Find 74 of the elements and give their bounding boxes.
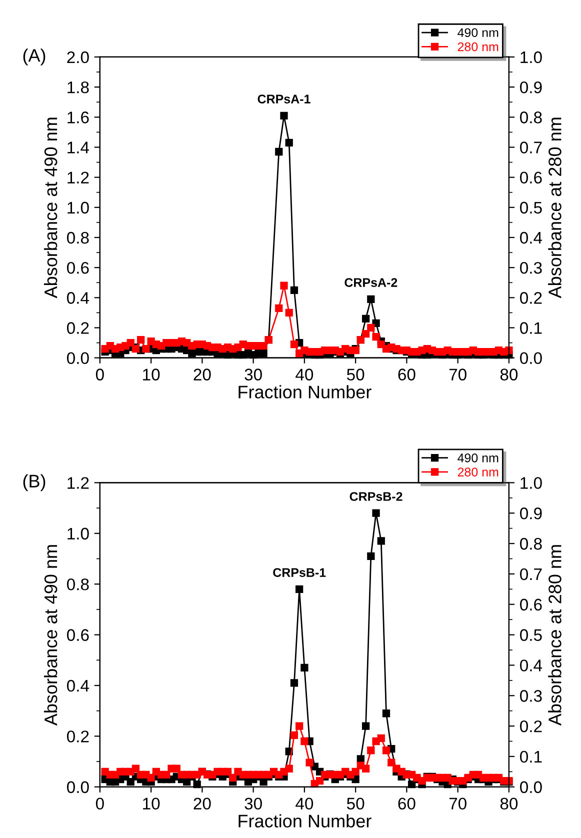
y2-tick-label: 0.3	[520, 262, 542, 274]
y-tick-label: 1.4	[68, 142, 90, 154]
y-tick-label: 1.8	[68, 81, 89, 94]
y2-tick-label: 0.6	[520, 598, 542, 611]
x-tick-label: 50	[346, 798, 364, 810]
y2-tick-label: 0.7	[520, 142, 542, 154]
x-tick-label: 40	[296, 798, 314, 810]
x-tick-label: 70	[449, 798, 466, 810]
y2-tick-label: 0.8	[520, 112, 542, 124]
y2-tick-label: 0.0	[520, 352, 542, 364]
y2-tick-label: 0.8	[520, 538, 542, 550]
y2-tick-label: 0.1	[520, 750, 542, 763]
annotation: CRPsA-2	[344, 278, 398, 287]
y-tick-label: 1.2	[68, 172, 89, 184]
annotation: CRPsB-2	[350, 492, 402, 501]
annotation: CRPsA-1	[258, 94, 310, 104]
y2-tick-label: 0.1	[520, 322, 542, 334]
legend-label: 280 nm	[458, 468, 498, 476]
y-tick-label: 2.0	[67, 51, 89, 64]
x-tick-label: 60	[398, 798, 416, 810]
y2-tick-label: 0.4	[520, 660, 542, 672]
y2-tick-label: 0.5	[520, 629, 542, 641]
y2-tick-label: 0.0	[520, 781, 542, 794]
y-tick-label: 1.6	[68, 112, 89, 124]
y2-tick-label: 0.9	[520, 81, 542, 94]
y2-tick-label: 0.5	[520, 202, 542, 214]
x-tick-label: 80	[500, 368, 518, 380]
x-tick-label: 60	[398, 368, 416, 380]
y-tick-label: 0.6	[67, 262, 89, 274]
y-tick-label: 1.2	[68, 477, 89, 489]
x-tick-label: 0	[96, 798, 104, 810]
text: (A)	[23, 48, 46, 66]
y-tick-label: 0.4	[67, 292, 90, 304]
y2-tick-label: 1.0	[520, 51, 542, 64]
annotation: CRPsB-1	[273, 568, 326, 577]
x-tick-label: 20	[194, 798, 211, 810]
y-tick-label: 1.0	[68, 528, 89, 540]
y-tick-label: 0.2	[67, 322, 89, 334]
y-tick-label: 0.4	[67, 680, 90, 692]
y2-tick-label: 0.2	[520, 720, 542, 732]
x-tick-label: 30	[244, 368, 262, 380]
x-tick-label: 50	[346, 368, 364, 380]
y2-tick-label: 0.6	[520, 172, 542, 184]
x-tick-label: 10	[143, 368, 160, 380]
x-axis-title: Fraction Number	[238, 385, 372, 398]
legend-label: 280 nm	[458, 42, 498, 52]
y-tick-label: 0.8	[67, 578, 89, 590]
y2-tick-label: 0.4	[520, 232, 542, 244]
y-tick-label: 0.0	[67, 781, 89, 794]
y2-axis-title: Absorbance at 280 nm	[548, 118, 562, 298]
y-tick-label: 0.6	[67, 629, 89, 641]
y-axis-title: Absorbance at 490 nm	[44, 545, 58, 726]
y-tick-label: 0.8	[67, 232, 89, 244]
y-tick-label: 0.0	[67, 352, 89, 364]
text: (B)	[23, 474, 46, 492]
y2-tick-label: 1.0	[520, 477, 542, 489]
x-axis-title: Fraction Number	[238, 814, 372, 828]
y2-tick-label: 0.2	[520, 292, 542, 304]
legend-label: 490 nm	[458, 453, 498, 462]
x-tick-label: 70	[449, 368, 466, 380]
x-tick-label: 20	[194, 368, 211, 380]
y2-axis-title: Absorbance at 280 nm	[548, 545, 562, 726]
y2-tick-label: 0.3	[520, 690, 542, 702]
x-tick-label: 30	[244, 798, 262, 810]
x-tick-label: 0	[96, 368, 104, 380]
legend-label: 490 nm	[458, 28, 498, 38]
x-tick-label: 40	[296, 368, 314, 380]
y2-tick-label: 0.7	[520, 568, 542, 580]
y-tick-label: 1.0	[68, 202, 89, 214]
y2-tick-label: 0.9	[520, 508, 542, 520]
y-tick-label: 0.2	[67, 730, 89, 742]
x-tick-label: 80	[500, 798, 518, 810]
y-axis-title: Absorbance at 490 nm	[44, 118, 58, 298]
x-tick-label: 10	[143, 798, 160, 810]
